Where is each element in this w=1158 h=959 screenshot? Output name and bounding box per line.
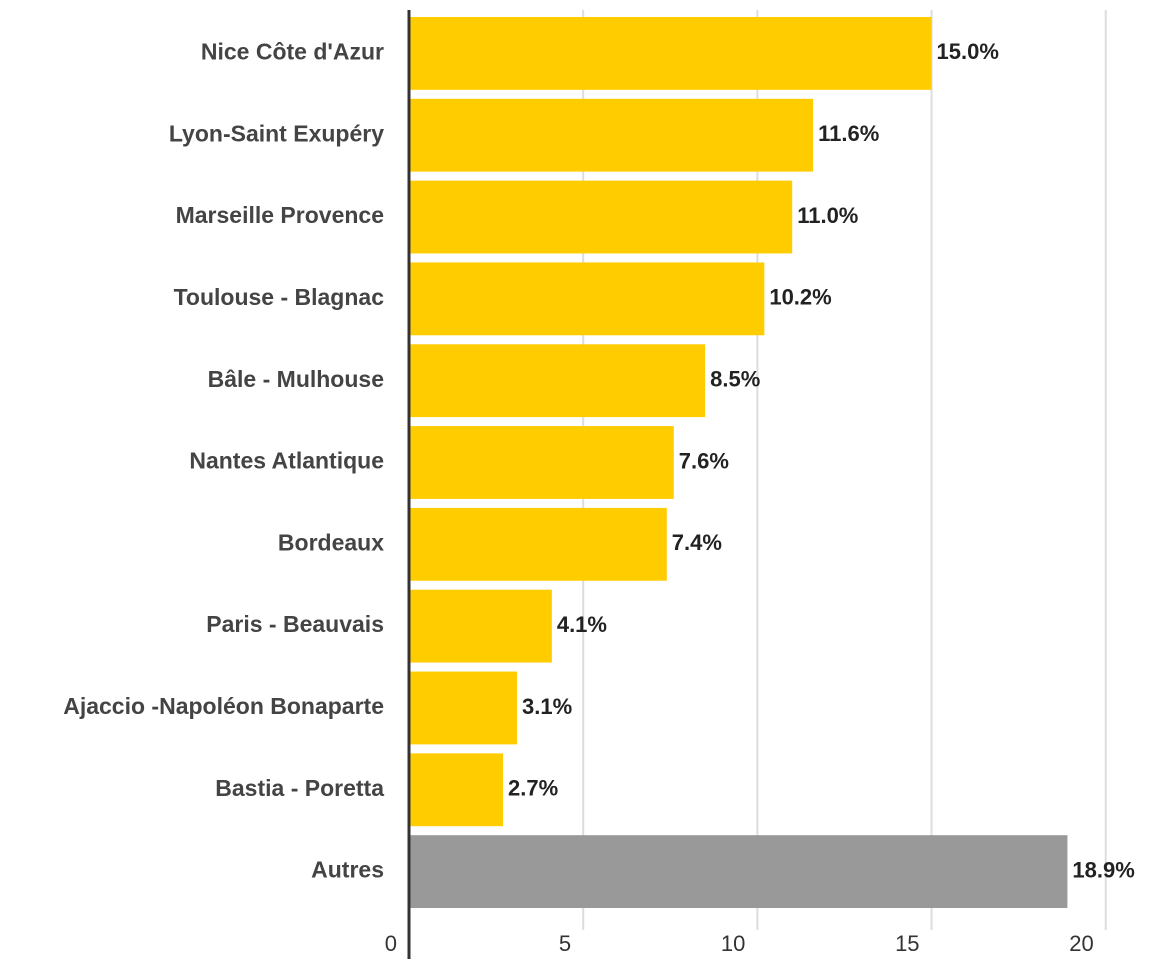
- value-label: 8.5%: [710, 366, 760, 391]
- value-label: 10.2%: [769, 285, 831, 310]
- bar: [409, 98, 814, 172]
- x-tick-label: 20: [1069, 931, 1093, 956]
- bar: [409, 589, 552, 663]
- category-label: Nice Côte d'Azur: [201, 38, 384, 64]
- bar: [409, 262, 765, 336]
- value-label: 11.6%: [818, 121, 879, 146]
- value-label: 15.0%: [937, 39, 999, 64]
- bar: [409, 507, 667, 581]
- category-label: Autres: [311, 857, 384, 883]
- bar: [409, 426, 674, 499]
- category-label: Ajaccio -Napoléon Bonaparte: [63, 693, 384, 719]
- category-label: Marseille Provence: [176, 202, 384, 228]
- category-label: Paris - Beauvais: [206, 611, 384, 637]
- value-label: 7.4%: [672, 530, 722, 555]
- category-label: Bâle - Mulhouse: [208, 366, 384, 392]
- bar: [409, 835, 1068, 908]
- value-label: 7.6%: [679, 448, 729, 473]
- bar: [409, 344, 706, 418]
- x-tick-label: 5: [559, 931, 571, 956]
- bar: [409, 17, 932, 90]
- bar: [409, 180, 793, 254]
- category-label: Nantes Atlantique: [189, 448, 384, 474]
- category-label: Lyon-Saint Exupéry: [169, 120, 384, 146]
- category-label: Bastia - Poretta: [215, 775, 384, 801]
- bar: [409, 671, 517, 745]
- value-label: 11.0%: [797, 203, 858, 228]
- category-label: Toulouse - Blagnac: [174, 284, 385, 310]
- x-tick-label: 15: [895, 931, 919, 956]
- value-label: 2.7%: [508, 776, 558, 801]
- value-label: 4.1%: [557, 612, 607, 637]
- category-label: Bordeaux: [278, 529, 384, 555]
- x-tick-label: 0: [385, 931, 397, 956]
- bar: [409, 753, 504, 827]
- value-label: 3.1%: [522, 694, 572, 719]
- x-tick-label: 10: [721, 931, 745, 956]
- value-label: 18.9%: [1072, 857, 1134, 882]
